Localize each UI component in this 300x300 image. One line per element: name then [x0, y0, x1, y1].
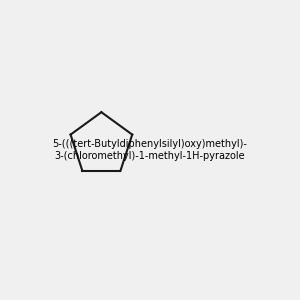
Text: 5-(((tert-Butyldiphenylsilyl)oxy)methyl)-
3-(chloromethyl)-1-methyl-1H-pyrazole: 5-(((tert-Butyldiphenylsilyl)oxy)methyl)… [52, 139, 247, 161]
